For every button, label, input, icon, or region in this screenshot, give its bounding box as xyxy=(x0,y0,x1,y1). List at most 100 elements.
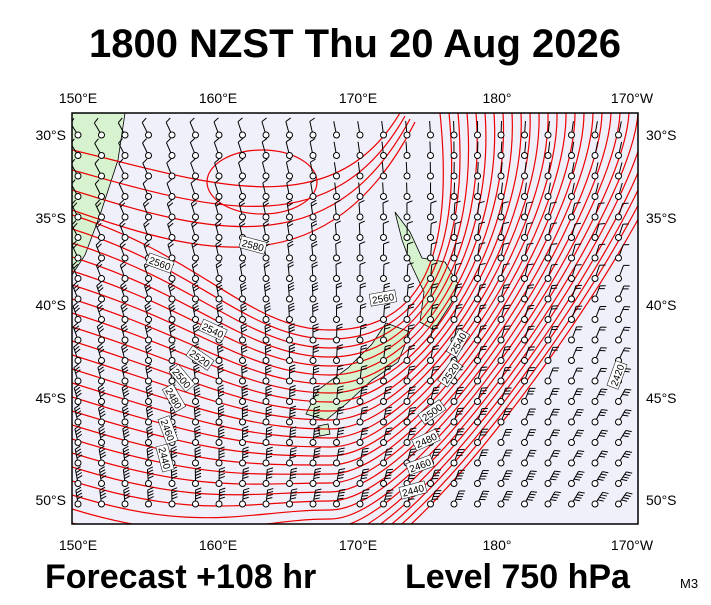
barb-station xyxy=(592,419,598,425)
barb-station xyxy=(475,358,481,364)
barb-station xyxy=(334,214,340,220)
barb-station xyxy=(75,440,81,446)
barb-station xyxy=(592,481,598,487)
barb-station xyxy=(287,296,293,302)
barb-station xyxy=(263,419,269,425)
barb-station xyxy=(169,276,175,282)
barb-station xyxy=(122,460,128,466)
barb-station xyxy=(287,317,293,323)
barb-station xyxy=(475,460,481,466)
barb-station xyxy=(498,460,504,466)
barb-station xyxy=(287,173,293,179)
barb-station xyxy=(240,419,246,425)
barb-station xyxy=(287,255,293,261)
barb-station xyxy=(475,378,481,384)
barb-station xyxy=(428,378,434,384)
barb-station xyxy=(193,153,199,159)
barb-tick xyxy=(527,500,533,501)
barb-station xyxy=(475,194,481,200)
barb-station xyxy=(75,460,81,466)
barb-station xyxy=(592,276,598,282)
barb-station xyxy=(498,132,504,138)
barb-station xyxy=(240,460,246,466)
title: 1800 NZST Thu 20 Aug 2026 xyxy=(89,22,621,66)
barb-station xyxy=(263,214,269,220)
barb-station xyxy=(310,337,316,343)
barb-station xyxy=(146,399,152,405)
barb-station xyxy=(310,194,316,200)
barb-station xyxy=(240,296,246,302)
barb-station xyxy=(122,481,128,487)
barb-station xyxy=(498,378,504,384)
barb-station xyxy=(216,460,222,466)
barb-station xyxy=(240,132,246,138)
barb-station xyxy=(545,378,551,384)
barb-station xyxy=(216,214,222,220)
barb-station xyxy=(122,440,128,446)
barb-station xyxy=(240,358,246,364)
barb-tick xyxy=(575,223,581,224)
barb-station xyxy=(169,153,175,159)
barb-station xyxy=(216,481,222,487)
barb-station xyxy=(263,481,269,487)
barb-station xyxy=(240,214,246,220)
barb-tick xyxy=(410,452,416,453)
barb-station xyxy=(451,317,457,323)
barb-tick xyxy=(385,478,391,479)
barb-station xyxy=(263,358,269,364)
barb-station xyxy=(616,481,622,487)
barb-station xyxy=(498,419,504,425)
barb-station xyxy=(616,214,622,220)
barb-station xyxy=(357,173,363,179)
barb-station xyxy=(287,276,293,282)
barb-station xyxy=(99,296,105,302)
barb-station xyxy=(310,440,316,446)
lat-label-right: 40°S xyxy=(646,297,677,313)
barb-station xyxy=(357,419,363,425)
barb-station xyxy=(310,378,316,384)
barb-station xyxy=(522,255,528,261)
barb-tick xyxy=(386,472,392,473)
barb-station xyxy=(545,235,551,241)
barb-station xyxy=(357,378,363,384)
barb-station xyxy=(498,235,504,241)
barb-station xyxy=(216,255,222,261)
barb-station xyxy=(569,194,575,200)
barb-station xyxy=(522,399,528,405)
barb-station xyxy=(569,173,575,179)
barb-station xyxy=(169,317,175,323)
barb-station xyxy=(404,276,410,282)
barb-station xyxy=(475,214,481,220)
barb-station xyxy=(404,358,410,364)
barb-tick xyxy=(531,471,537,472)
barb-station xyxy=(569,399,575,405)
barb-station xyxy=(522,440,528,446)
barb-station xyxy=(451,501,457,507)
barb-station xyxy=(334,194,340,200)
barb-station xyxy=(545,419,551,425)
barb-station xyxy=(545,296,551,302)
barb-tick xyxy=(625,348,631,349)
barb-station xyxy=(216,358,222,364)
barb-station xyxy=(451,276,457,282)
barb-station xyxy=(404,419,410,425)
lon-label-bottom: 180° xyxy=(483,537,512,553)
model-label: M3 xyxy=(680,576,698,591)
barb-station xyxy=(381,132,387,138)
barb-station xyxy=(310,132,316,138)
barb-station xyxy=(592,194,598,200)
barb-station xyxy=(475,255,481,261)
barb-station xyxy=(146,481,152,487)
barb-tick xyxy=(575,415,581,416)
barb-station xyxy=(616,153,622,159)
barb-station xyxy=(287,481,293,487)
barb-station xyxy=(287,378,293,384)
barb-station xyxy=(75,296,81,302)
barb-station xyxy=(357,440,363,446)
barb-station xyxy=(193,214,199,220)
barb-station xyxy=(122,358,128,364)
barb-station xyxy=(381,255,387,261)
barb-tick xyxy=(575,435,581,436)
barb-station xyxy=(404,255,410,261)
barb-station xyxy=(616,317,622,323)
